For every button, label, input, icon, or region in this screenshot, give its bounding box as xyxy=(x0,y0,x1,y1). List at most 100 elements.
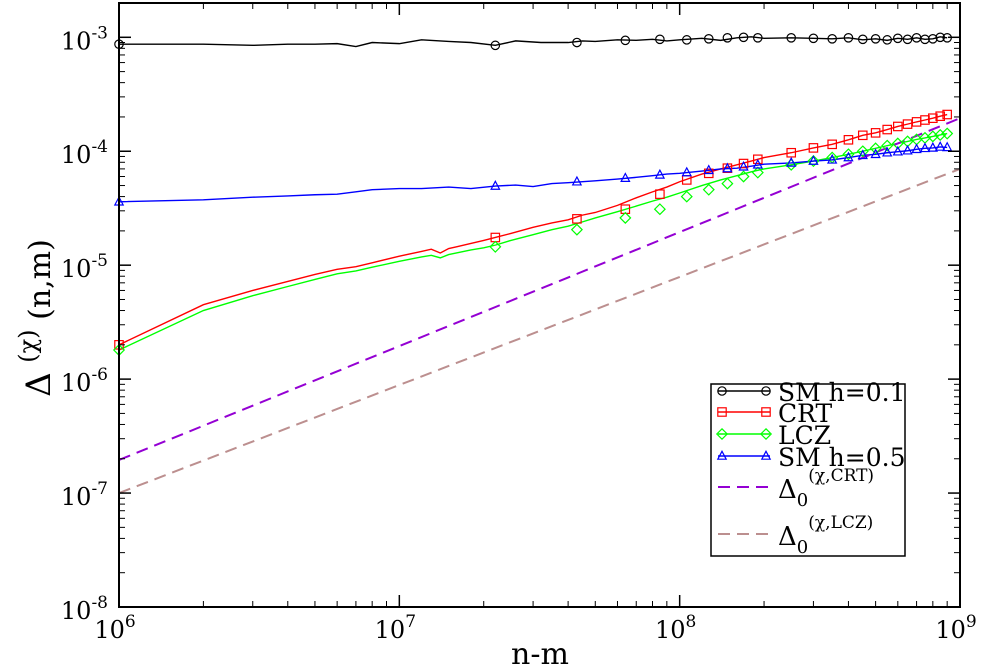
x-tick-label-base: 10 xyxy=(375,616,406,644)
legend-marker-start-2 xyxy=(715,427,729,441)
legend-label-0: SM h=0.1 xyxy=(778,378,905,407)
data-marker-series-0 xyxy=(655,34,665,45)
x-tick-label-base: 10 xyxy=(655,616,686,644)
data-marker-series-0 xyxy=(902,34,913,45)
data-marker-series-3 xyxy=(892,145,904,156)
data-marker-series-3 xyxy=(703,164,714,175)
y-tick-label: 10-7 xyxy=(61,479,108,511)
data-marker-series-1 xyxy=(870,128,881,138)
data-marker-series-1 xyxy=(882,124,893,135)
data-marker-series-0 xyxy=(882,35,893,45)
x-tick-label: 106 xyxy=(94,612,135,644)
data-marker-series-3 xyxy=(857,149,868,160)
data-marker-series-3 xyxy=(941,141,953,152)
data-marker-series-2 xyxy=(489,240,502,253)
data-marker-series-0 xyxy=(738,32,749,43)
data-marker-series-3 xyxy=(826,153,838,164)
y-tick-label-base: 10 xyxy=(61,27,92,55)
data-marker-series-1 xyxy=(572,214,582,224)
data-marker-series-0 xyxy=(681,35,692,45)
y-tick-label: 10-6 xyxy=(61,365,108,397)
data-marker-series-1 xyxy=(857,130,868,141)
data-marker-series-1 xyxy=(827,139,837,150)
legend-label-3: SM h=0.5 xyxy=(778,443,905,472)
data-marker-series-2 xyxy=(751,166,764,179)
series-line-0 xyxy=(119,36,948,48)
x-tick-label-exp: 9 xyxy=(966,612,977,632)
data-marker-series-3 xyxy=(722,162,733,173)
data-marker-series-2 xyxy=(842,148,855,161)
data-marker-series-3 xyxy=(882,146,893,157)
y-tick-label: 10-3 xyxy=(61,23,108,55)
y-tick-label-exp: -4 xyxy=(91,137,108,157)
x-tick-label: 108 xyxy=(655,612,696,644)
data-marker-series-2 xyxy=(653,203,666,216)
data-marker-series-3 xyxy=(927,141,939,152)
data-marker-series-3 xyxy=(919,142,931,153)
data-marker-series-0 xyxy=(928,34,938,44)
legend-label-sub: 0 xyxy=(797,537,808,558)
data-marker-series-1 xyxy=(902,119,913,129)
y-tick-label-base: 10 xyxy=(61,141,92,169)
data-marker-series-2 xyxy=(941,127,954,140)
x-axis-ticks: 106 107 108 109 xyxy=(94,3,977,644)
y-tick-label: 10-4 xyxy=(61,137,108,169)
data-marker-series-1 xyxy=(928,113,938,123)
x-tick-label: 107 xyxy=(375,612,416,644)
data-marker-series-2 xyxy=(934,128,947,141)
y-axis-label-sup: (χ) xyxy=(14,329,42,362)
x-tick-label: 109 xyxy=(935,612,976,644)
x-tick-label-base: 10 xyxy=(935,616,966,644)
data-marker-series-2 xyxy=(619,211,632,224)
legend-marker-start-0 xyxy=(717,386,727,396)
data-marker-series-1 xyxy=(738,158,749,169)
y-tick-label-base: 10 xyxy=(61,597,92,625)
data-marker-series-3 xyxy=(654,168,666,179)
legend-label-4: Δ0(χ,CRT) xyxy=(778,466,874,511)
legend-marker-end-2 xyxy=(759,427,773,441)
data-marker-series-3 xyxy=(571,175,583,186)
data-marker-series-3 xyxy=(870,148,881,159)
data-marker-series-2 xyxy=(721,177,734,190)
data-marker-series-0 xyxy=(722,32,733,43)
data-marker-series-0 xyxy=(870,34,881,44)
legend-marker-end-1 xyxy=(761,407,771,417)
data-marker-series-0 xyxy=(786,32,797,43)
y-tick-label-exp: -8 xyxy=(91,593,108,613)
data-marker-series-0 xyxy=(703,34,714,44)
data-marker-series-2 xyxy=(807,155,820,168)
data-marker-series-0 xyxy=(753,32,763,43)
data-marker-series-2 xyxy=(881,139,894,152)
data-marker-series-0 xyxy=(620,35,631,46)
data-marker-series-1 xyxy=(935,111,946,122)
data-marker-series-3 xyxy=(681,166,692,177)
data-marker-series-0 xyxy=(572,37,582,48)
y-tick-label-exp: -3 xyxy=(91,23,108,43)
y-tick-label: 10-5 xyxy=(61,251,108,283)
y-axis-ticks: 10-810-710-610-510-410-3 xyxy=(61,2,960,625)
data-marker-series-1 xyxy=(893,121,903,132)
data-marker-series-0 xyxy=(808,33,819,44)
legend-marker-start-1 xyxy=(717,407,727,417)
data-marker-series-3 xyxy=(902,144,913,155)
x-tick-label-exp: 6 xyxy=(125,612,136,632)
data-marker-series-1 xyxy=(753,154,763,165)
y-axis-label-rest: (n,m) xyxy=(23,239,58,320)
data-marker-series-1 xyxy=(843,135,854,145)
data-marker-series-2 xyxy=(856,145,869,158)
legend-label-base: Δ xyxy=(778,475,797,505)
data-marker-series-0 xyxy=(935,32,946,43)
legend-marker-start-3 xyxy=(716,450,728,460)
data-marker-series-3 xyxy=(752,158,764,169)
data-marker-series-0 xyxy=(893,33,903,44)
series-line-5 xyxy=(119,167,960,494)
data-marker-series-2 xyxy=(680,190,693,203)
data-marker-series-2 xyxy=(785,158,798,171)
x-tick-label-exp: 8 xyxy=(686,612,697,632)
data-marker-series-3 xyxy=(786,156,797,167)
data-marker-series-3 xyxy=(620,172,631,182)
y-tick-label-exp: -6 xyxy=(91,365,108,385)
data-marker-series-2 xyxy=(869,142,882,155)
